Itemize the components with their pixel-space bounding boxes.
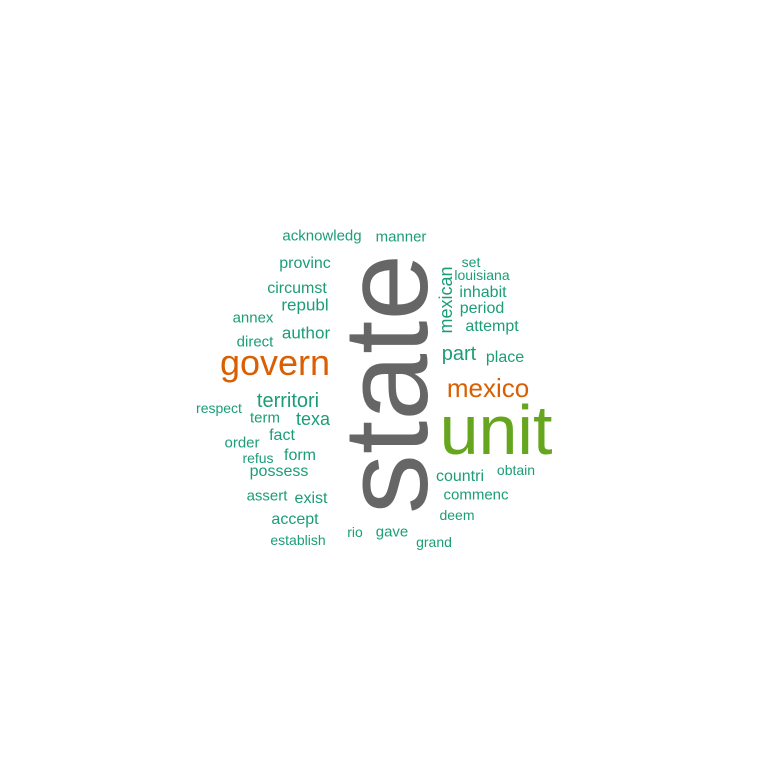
word-republ: republ <box>281 295 329 315</box>
word-form: form <box>284 447 316 464</box>
word-fact: fact <box>269 427 295 444</box>
word-part: part <box>441 343 477 365</box>
word-govern: govern <box>219 342 331 383</box>
word-order: order <box>224 434 260 452</box>
word-manner: manner <box>375 228 427 246</box>
word-annex: annex <box>232 309 274 327</box>
word-exist: exist <box>294 490 328 507</box>
word-place: place <box>485 349 525 366</box>
word-set: set <box>461 254 481 270</box>
word-territori: territori <box>256 390 320 412</box>
word-refus: refus <box>242 450 274 466</box>
word-mexico: mexico <box>446 373 530 403</box>
word-gave: gave <box>375 523 409 541</box>
word-circumst: circumst <box>267 280 327 297</box>
word-direct: direct <box>236 333 274 351</box>
word-establish: establish <box>270 532 326 548</box>
word-texa: texa <box>295 409 331 429</box>
word-author: author <box>281 323 331 343</box>
word-state: state <box>319 253 453 515</box>
word-acknowledg: acknowledg <box>282 227 362 245</box>
word-deem: deem <box>439 507 475 523</box>
word-unit: unit <box>439 391 553 469</box>
word-accept: accept <box>271 511 319 528</box>
word-possess: possess <box>249 463 309 480</box>
word-respect: respect <box>196 400 242 416</box>
word-rio: rio <box>347 524 363 540</box>
word-mexican: mexican <box>436 266 456 334</box>
word-inhabit: inhabit <box>459 284 507 301</box>
word-term: term <box>250 409 280 427</box>
word-period: period <box>459 300 505 317</box>
word-grand: grand <box>416 534 452 550</box>
word-countri: countri <box>435 468 485 485</box>
word-attempt: attempt <box>465 318 519 335</box>
word-obtain: obtain <box>496 462 536 478</box>
word-assert: assert <box>246 487 288 505</box>
word-louisiana: louisiana <box>454 267 510 283</box>
word-commenc: commenc <box>443 486 509 504</box>
word-provinc: provinc <box>279 255 331 272</box>
